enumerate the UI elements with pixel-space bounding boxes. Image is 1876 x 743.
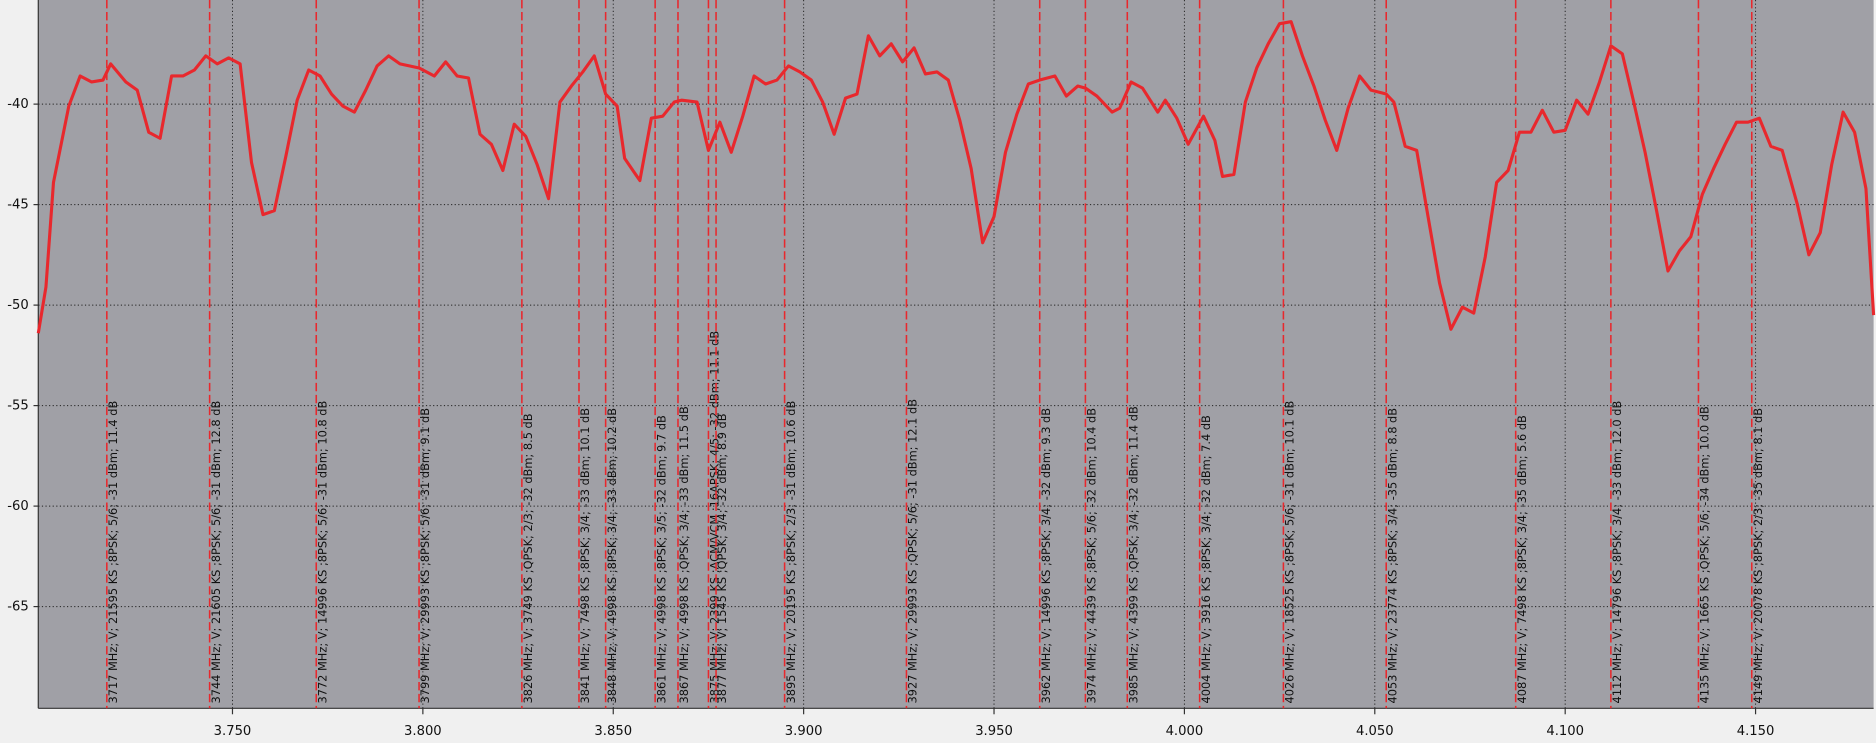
x-tick-label: 4.150 [1737, 724, 1775, 739]
marker-label: 3974 MHz; V; 4439 KS ;8PSK; 5/6; -32 dBm… [1085, 408, 1099, 704]
x-tick-label: 4.000 [1166, 724, 1204, 739]
marker-label: 3867 MHz; V; 4998 KS ;QPSK; 3/4; -33 dBm… [677, 406, 691, 703]
marker-label: 3799 MHz; V; 29993 KS ;8PSK; 5/6; -31 dB… [418, 408, 432, 704]
marker-label: 3875 MHz; V; 2399 KS ;ACM/VCM ;16APSK; 4… [708, 331, 722, 704]
marker-label: 3744 MHz; V; 21605 KS ;8PSK; 5/6; -31 dB… [209, 401, 223, 704]
marker-label: 4112 MHz; V; 14796 KS ;8PSK; 3/4; -33 dB… [1610, 401, 1624, 704]
marker-label: 4053 MHz; V; 23774 KS ;8PSK; 3/4; -35 dB… [1385, 408, 1399, 704]
marker-label: 4135 MHz; V; 1665 KS ;QPSK; 5/6; -34 dBm… [1698, 406, 1712, 703]
y-tick-label: -60 [7, 499, 29, 514]
marker-label: 3826 MHz; V; 3749 KS ;QPSK; 2/3; -32 dBm… [521, 413, 535, 703]
marker-label: 4149 MHz; V; 20078 KS ;8PSK; 2/3; -35 dB… [1751, 408, 1765, 704]
marker-label: 3772 MHz; V; 14996 KS ;8PSK; 5/6; -31 dB… [315, 401, 329, 704]
trace [36, 20, 1876, 334]
x-tick-label: 4.100 [1546, 724, 1584, 739]
marker-label: 3895 MHz; V; 20195 KS ;8PSK; 2/3; -31 dB… [784, 401, 798, 704]
y-tick-label: -50 [7, 298, 29, 313]
marker-label: 4026 MHz; V; 18525 KS ;8PSK; 5/6; -31 dB… [1283, 401, 1297, 704]
marker-label: 4004 MHz; V; 3916 KS ;8PSK; 3/4; -32 dBm… [1199, 415, 1213, 703]
y-tick-label: -65 [7, 600, 29, 615]
y-tick-label: -40 [7, 97, 29, 112]
x-tick-label: 3.850 [594, 724, 632, 739]
x-tick-label: 3.950 [975, 724, 1013, 739]
x-tick-label: 3.800 [404, 724, 442, 739]
marker-label: 3848 MHz; V; 4998 KS ;8PSK; 3/4; -33 dBm… [605, 408, 619, 704]
marker-label: 3841 MHz; V; 7498 KS ;8PSK; 3/4; -33 dBm… [578, 408, 592, 704]
marker-label: 3861 MHz; V; 4998 KS ;8PSK; 3/5; -32 dBm… [654, 415, 668, 703]
y-tick-label: -55 [7, 399, 29, 414]
x-tick-label: 3.750 [214, 724, 252, 739]
marker-label: 3877 MHz; V; 1545 KS ;QPSK; 3/4; -32 dBm… [715, 413, 729, 703]
x-tick-label: 3.900 [785, 724, 823, 739]
marker-label: 3717 MHz; V; 21595 KS ;8PSK; 5/6; -31 dB… [106, 401, 120, 704]
marker-label: 4087 MHz; V; 7498 KS ;8PSK; 3/4; -35 dBm… [1515, 415, 1529, 703]
marker-label: 3962 MHz; V; 14996 KS ;8PSK; 3/4; -32 dB… [1039, 408, 1053, 704]
x-tick-label: 4.050 [1356, 724, 1394, 739]
marker-label: 3927 MHz; V; 29993 KS ;QPSK; 5/6; -31 dB… [906, 399, 920, 704]
y-tick-label: -45 [7, 198, 29, 213]
plot-area [38, 0, 1874, 709]
marker-label: 3985 MHz; V; 4399 KS ;QPSK; 3/4; -32 dBm… [1126, 406, 1140, 703]
